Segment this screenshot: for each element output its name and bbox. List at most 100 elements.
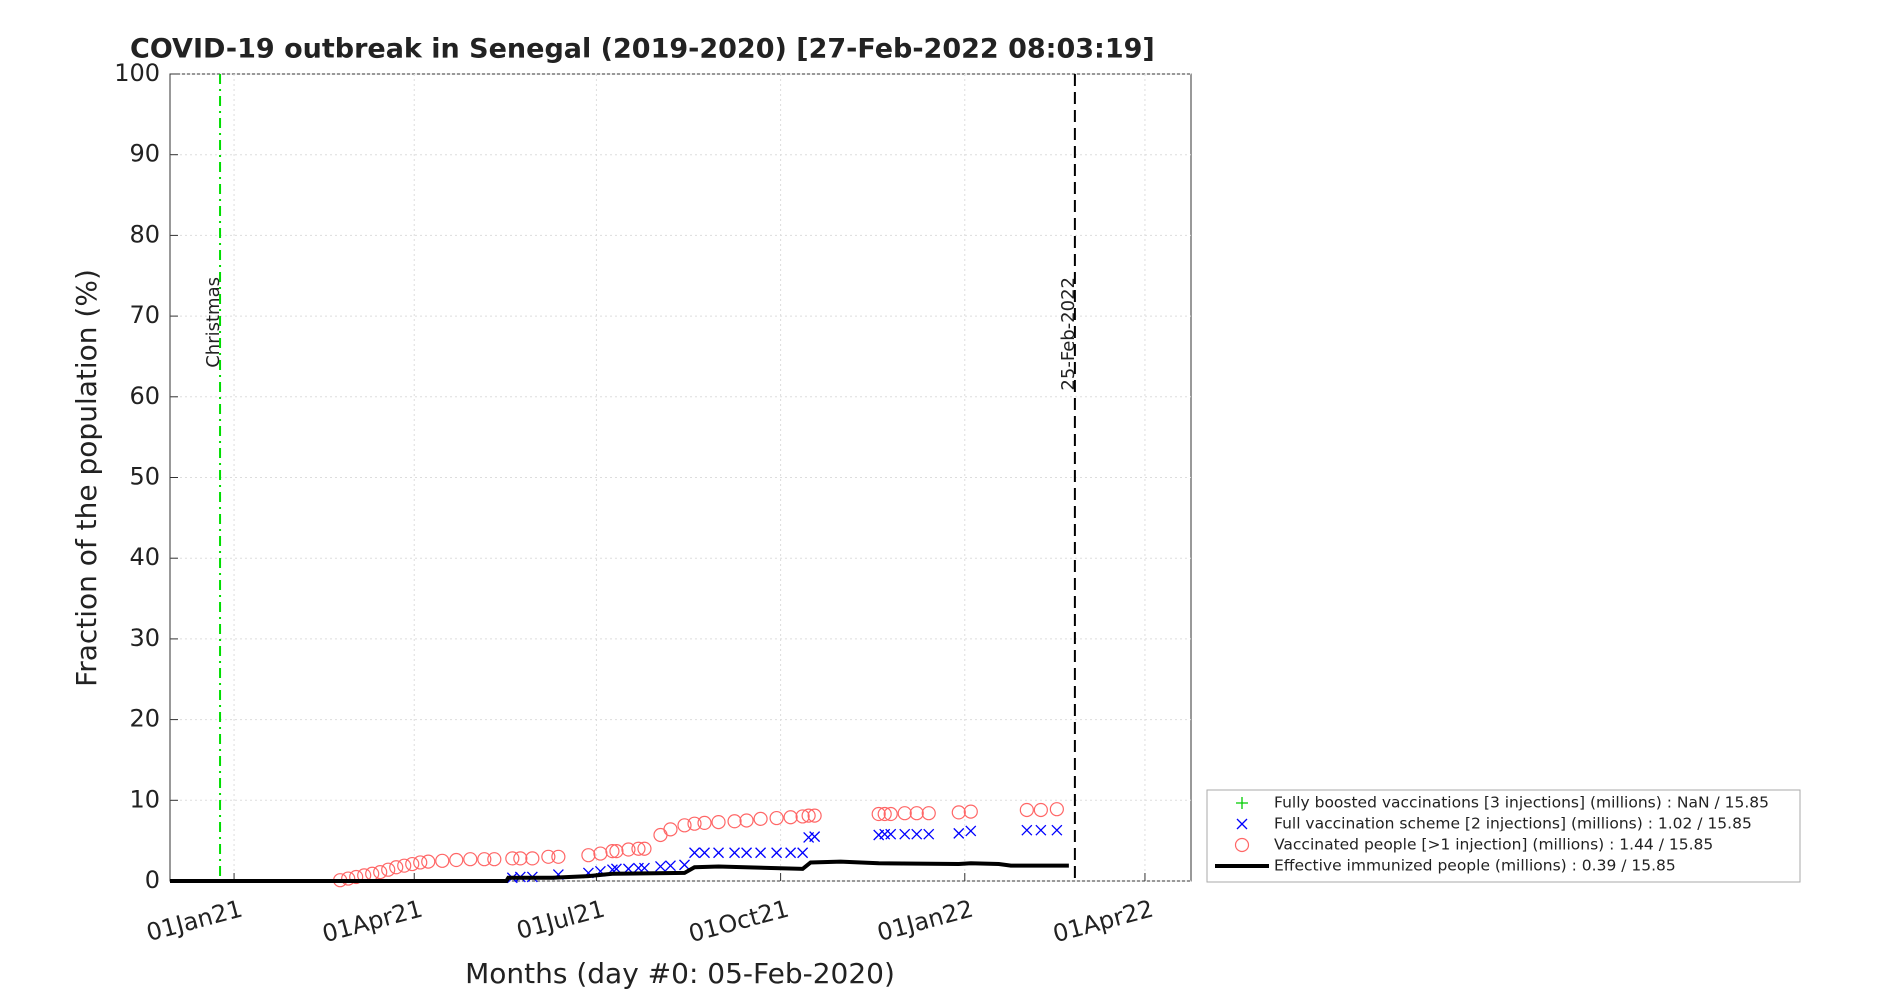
data-point (809, 831, 821, 843)
annotation-label: 25-Feb-2022 (1058, 277, 1079, 391)
data-point (1035, 824, 1047, 836)
data-point (605, 844, 620, 859)
legend-swatch (1234, 837, 1250, 853)
y-tick-label: 60 (129, 382, 160, 410)
legend-swatch (1236, 797, 1248, 809)
data-point (711, 814, 726, 830)
data-point (1019, 802, 1034, 818)
data-point (477, 852, 492, 867)
data-point (897, 806, 912, 821)
data-point (341, 871, 356, 886)
data-point (665, 860, 676, 872)
annotation-label: Christmas (203, 277, 224, 368)
y-tick-label: 20 (129, 705, 160, 733)
data-point (1033, 802, 1048, 818)
data-point (663, 822, 678, 837)
data-point (697, 815, 712, 830)
legend-label: Fully boosted vaccinations [3 injections… (1274, 794, 1769, 812)
data-point (637, 841, 652, 856)
data-point (581, 848, 596, 863)
data-point (741, 847, 753, 859)
data-point (739, 813, 754, 828)
data-point (951, 805, 966, 820)
data-point (435, 853, 450, 868)
legend-label: Full vaccination scheme [2 injections] (… (1274, 815, 1752, 833)
data-point (923, 828, 935, 840)
legend-label: Effective immunized people (millions) : … (1274, 857, 1676, 875)
data-point (487, 852, 502, 867)
data-point (389, 860, 404, 875)
legend-label: Vaccinated people [>1 injection] (millio… (1274, 836, 1713, 854)
data-point (963, 804, 978, 819)
data-point (965, 825, 977, 837)
data-point (551, 849, 566, 864)
x-tick-label: 01Jan22 (874, 895, 976, 947)
data-point (541, 849, 556, 864)
data-point (679, 859, 690, 871)
legend-box (1206, 789, 1801, 883)
data-point (899, 828, 911, 840)
data-point (785, 847, 797, 859)
x-tick-label: 01Apr21 (319, 895, 425, 949)
data-point (413, 855, 428, 870)
data-point (953, 827, 965, 839)
y-tick-label: 100 (114, 59, 160, 87)
data-point (755, 847, 767, 859)
legend: Fully boosted vaccinations [3 injections… (1206, 789, 1801, 883)
y-tick-label: 80 (129, 220, 160, 248)
y-tick-label: 70 (129, 301, 160, 329)
data-point (783, 810, 798, 825)
data-point (349, 869, 364, 885)
data-point (397, 858, 412, 873)
y-tick-label: 90 (129, 140, 160, 168)
data-point (449, 852, 464, 868)
data-point (621, 842, 636, 857)
y-tick-label: 30 (129, 624, 160, 652)
data-point (525, 851, 540, 866)
data-point (655, 861, 666, 872)
legend-swatch (1236, 818, 1248, 830)
data-point (381, 862, 396, 877)
x-tick-label: 01Jul21 (514, 895, 608, 945)
data-point (727, 814, 742, 829)
data-point (687, 816, 702, 831)
data-point (885, 828, 897, 840)
data-point (871, 806, 886, 822)
data-point (729, 847, 741, 859)
data-point (421, 854, 436, 869)
data-point (463, 852, 478, 867)
data-point (1021, 824, 1033, 836)
data-point (373, 865, 388, 880)
data-point (911, 828, 923, 840)
data-point (699, 847, 710, 859)
data-point (877, 806, 892, 822)
data-point (631, 841, 646, 856)
data-point (1049, 802, 1064, 817)
data-point (689, 847, 700, 859)
data-point (921, 806, 936, 821)
x-tick-label: 01Apr22 (1050, 895, 1156, 949)
y-tick-label: 10 (129, 785, 160, 813)
x-tick-label: 01Oct21 (686, 895, 792, 949)
data-point (883, 806, 898, 822)
data-line (170, 859, 1069, 883)
chart-title: COVID-19 outbreak in Senegal (2019-2020)… (130, 34, 1155, 65)
data-point (801, 808, 816, 823)
data-point (713, 847, 724, 859)
data-point (771, 847, 783, 859)
data-point (1051, 824, 1063, 836)
data-point (807, 808, 822, 823)
data-point (513, 851, 528, 866)
y-tick-label: 40 (129, 543, 160, 571)
data-point (753, 811, 768, 826)
data-point (909, 806, 924, 821)
data-point (677, 818, 692, 833)
x-tick-label: 01Jan21 (143, 895, 245, 947)
data-point (505, 851, 520, 866)
data-point (769, 810, 784, 826)
data-point (797, 847, 809, 859)
data-point (795, 809, 810, 824)
y-tick-label: 50 (129, 463, 160, 491)
